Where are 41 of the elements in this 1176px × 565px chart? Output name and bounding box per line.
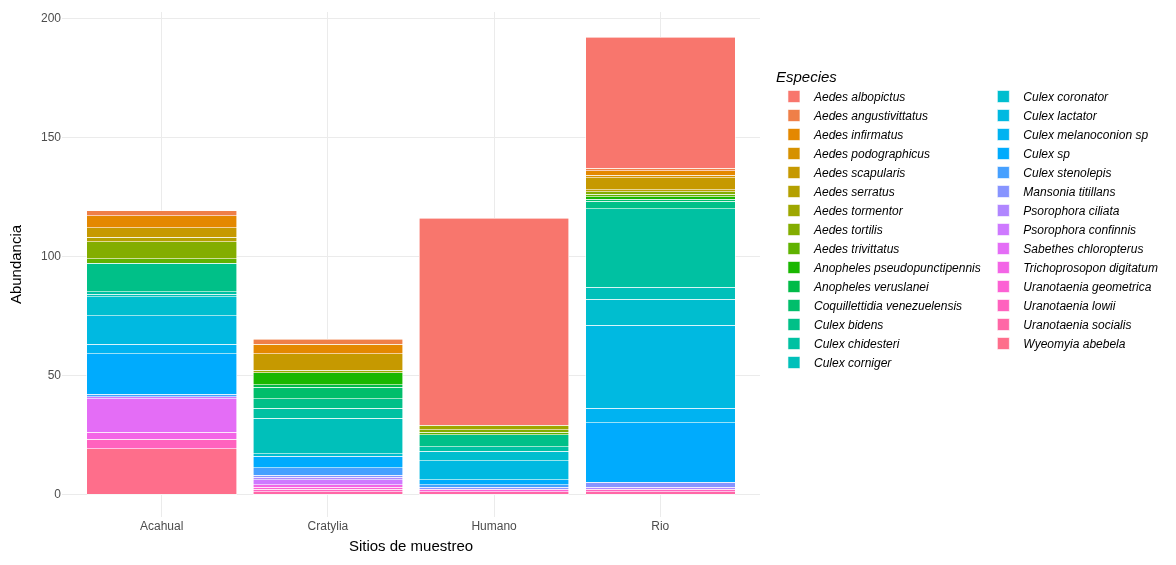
legend-label: Culex coronator	[1023, 90, 1110, 105]
legend-label: Sabethes chloropterus	[1023, 242, 1144, 257]
legend-label: Coquillettidia venezuelensis	[813, 299, 963, 314]
y-tick-label: 100	[40, 249, 62, 264]
legend-label: Aedes serratus	[812, 185, 895, 200]
legend-label: Anopheles pseudopunctipennis	[812, 261, 981, 276]
legend-label: Trichoprosopon digitatum	[1023, 261, 1158, 276]
legend-label: Culex melanoconion sp	[1023, 128, 1149, 143]
legend-label: Aedes angustivittatus	[812, 109, 929, 124]
x-axis-title: Sitios de muestreo	[348, 537, 474, 554]
y-tick-label: 50	[47, 368, 62, 383]
x-tick-label: Rio	[651, 519, 670, 533]
legend-label: Uranotaenia geometrica	[1023, 280, 1152, 295]
legend-label: Culex bidens	[813, 318, 884, 333]
legend-label: Uranotaenia lowii	[1023, 299, 1116, 314]
x-tick-label: Cratylia	[307, 519, 349, 533]
legend-label: Culex corniger	[813, 356, 893, 371]
legend-label: Aedes infirmatus	[812, 128, 904, 143]
legend-label: Aedes scapularis	[812, 166, 906, 181]
legend-label: Culex lactator	[1023, 109, 1098, 124]
legend-label: Aedes tormentor	[812, 204, 904, 219]
legend-label: Aedes podographicus	[812, 147, 931, 162]
x-tick-label: Acahual	[140, 519, 184, 533]
legend-label: Psorophora ciliata	[1023, 204, 1120, 219]
legend-label: Aedes albopictus	[812, 90, 906, 105]
legend-label: Uranotaenia socialis	[1023, 318, 1132, 333]
legend-label: Aedes trivittatus	[812, 242, 900, 257]
legend-label: Mansonia titillans	[1023, 185, 1116, 200]
legend-label: Wyeomyia abebela	[1023, 337, 1126, 352]
legend-label: Culex chidesteri	[813, 337, 900, 352]
y-tick-label: 150	[40, 130, 62, 145]
legend-title: Especies	[775, 68, 838, 85]
y-tick-label: 0	[54, 487, 62, 502]
legend-label: Psorophora confinnis	[1023, 223, 1137, 238]
legend-label: Culex stenolepis	[1023, 166, 1112, 181]
legend-label: Aedes tortilis	[812, 223, 883, 238]
y-tick-label: 200	[40, 11, 62, 26]
legend-label: Culex sp	[1023, 147, 1071, 162]
x-tick-label: Humano	[471, 519, 518, 533]
legend-label: Anopheles veruslanei	[812, 280, 930, 295]
y-axis-title: Abundancia	[7, 224, 25, 305]
